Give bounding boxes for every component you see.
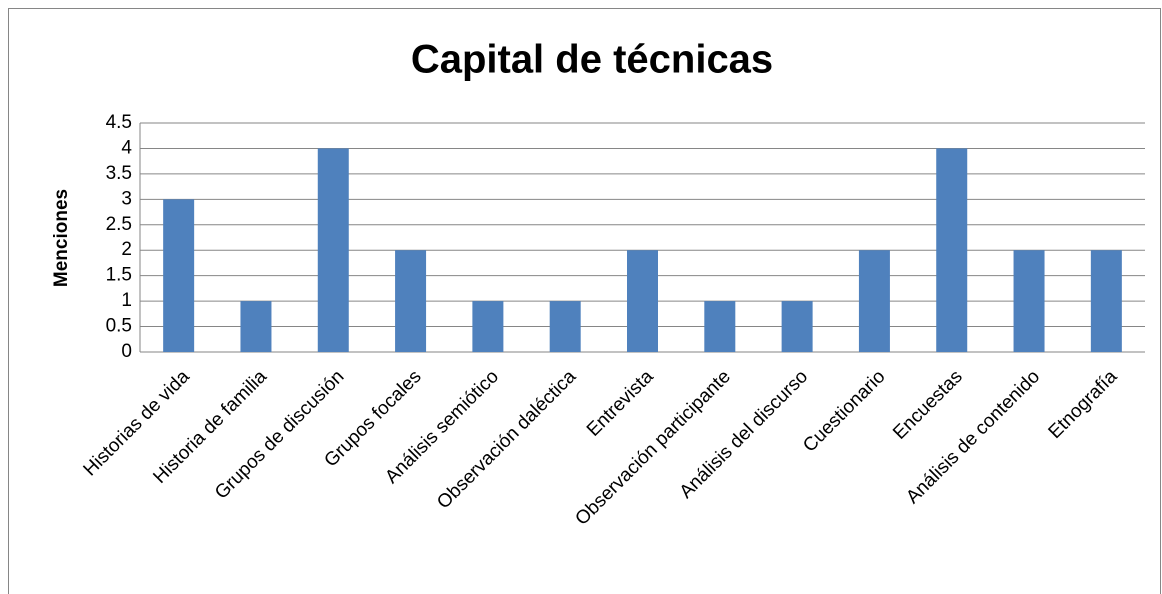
y-tick-label: 3 bbox=[121, 188, 132, 209]
bar bbox=[858, 250, 890, 352]
bar bbox=[936, 148, 968, 352]
y-tick-label: 0.5 bbox=[106, 316, 132, 337]
bar bbox=[240, 301, 272, 352]
y-tick-label: 3.5 bbox=[106, 163, 132, 184]
bar bbox=[781, 301, 813, 352]
y-tick-label: 2.5 bbox=[106, 214, 132, 235]
y-tick-label: 2 bbox=[121, 239, 132, 260]
bar bbox=[317, 148, 349, 352]
y-tick-label: 4.5 bbox=[106, 112, 132, 133]
y-tick-label: 1 bbox=[121, 290, 132, 311]
bar bbox=[472, 301, 504, 352]
bar bbox=[1090, 250, 1122, 352]
chart-title: Capital de técnicas bbox=[411, 38, 773, 82]
bar bbox=[704, 301, 736, 352]
bar bbox=[549, 301, 581, 352]
y-tick-label: 4 bbox=[121, 137, 132, 158]
bar bbox=[163, 199, 195, 352]
y-tick-label: 0 bbox=[121, 341, 132, 362]
bar bbox=[395, 250, 427, 352]
y-axis-label: Menciones bbox=[51, 189, 72, 287]
bar bbox=[627, 250, 658, 352]
bar bbox=[1013, 250, 1045, 352]
y-tick-label: 1.5 bbox=[106, 265, 132, 286]
